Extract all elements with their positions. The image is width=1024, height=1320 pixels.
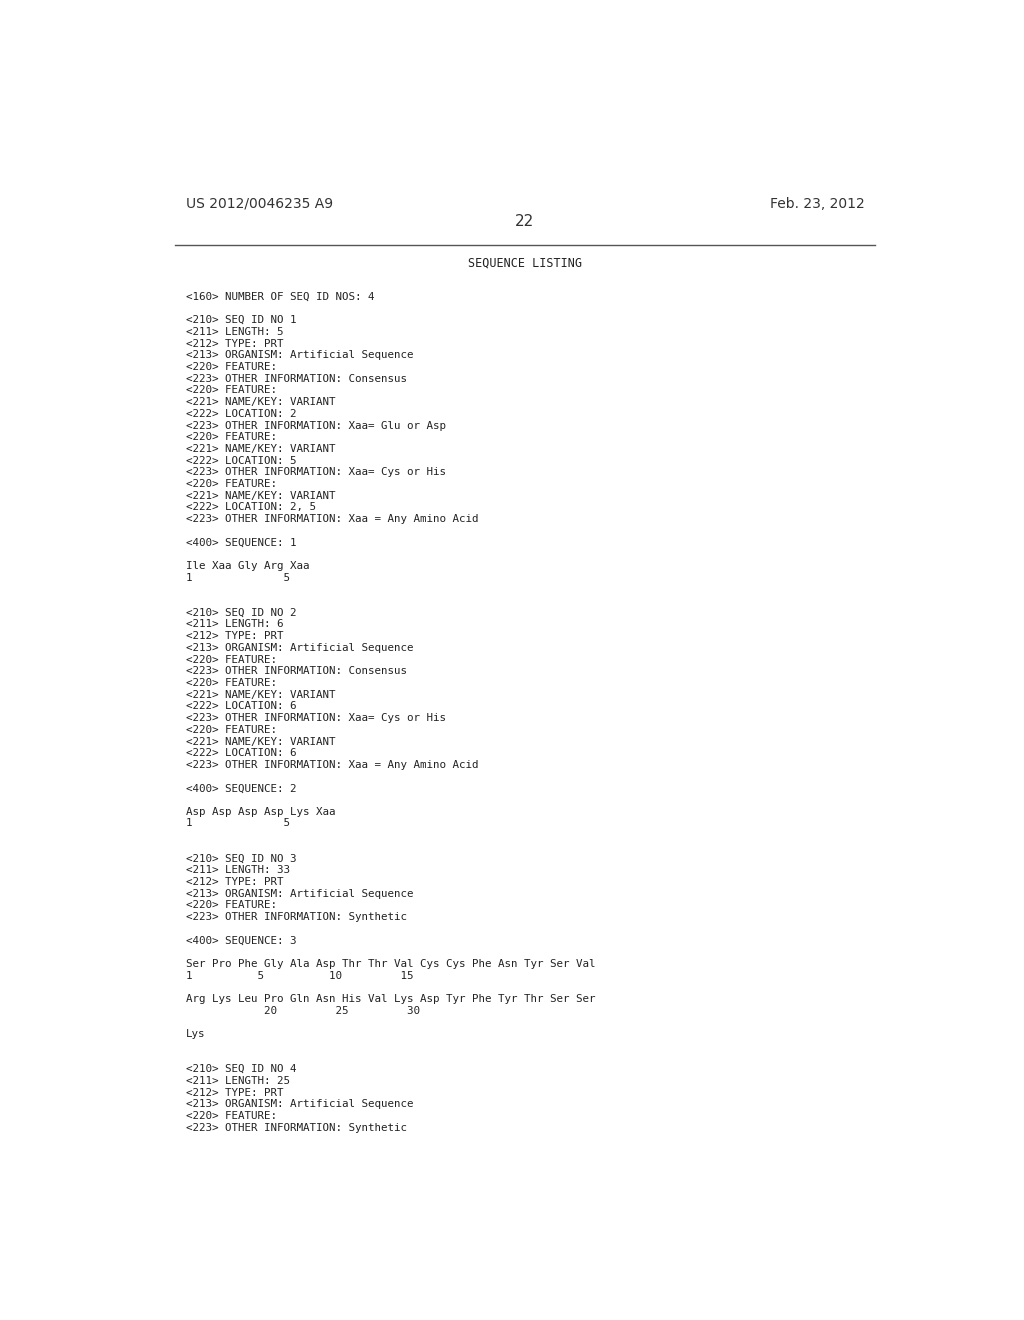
Text: <223> OTHER INFORMATION: Xaa = Any Amino Acid: <223> OTHER INFORMATION: Xaa = Any Amino…: [186, 760, 478, 770]
Text: <223> OTHER INFORMATION: Xaa = Any Amino Acid: <223> OTHER INFORMATION: Xaa = Any Amino…: [186, 515, 478, 524]
Text: Feb. 23, 2012: Feb. 23, 2012: [769, 197, 864, 211]
Text: Ile Xaa Gly Arg Xaa: Ile Xaa Gly Arg Xaa: [186, 561, 309, 572]
Text: Ser Pro Phe Gly Ala Asp Thr Thr Val Cys Cys Phe Asn Tyr Ser Val: Ser Pro Phe Gly Ala Asp Thr Thr Val Cys …: [186, 958, 596, 969]
Text: <220> FEATURE:: <220> FEATURE:: [186, 385, 278, 396]
Text: <223> OTHER INFORMATION: Synthetic: <223> OTHER INFORMATION: Synthetic: [186, 1123, 408, 1133]
Text: <221> NAME/KEY: VARIANT: <221> NAME/KEY: VARIANT: [186, 689, 336, 700]
Text: <220> FEATURE:: <220> FEATURE:: [186, 432, 278, 442]
Text: <213> ORGANISM: Artificial Sequence: <213> ORGANISM: Artificial Sequence: [186, 350, 414, 360]
Text: <220> FEATURE:: <220> FEATURE:: [186, 725, 278, 735]
Text: <210> SEQ ID NO 3: <210> SEQ ID NO 3: [186, 854, 297, 863]
Text: <400> SEQUENCE: 1: <400> SEQUENCE: 1: [186, 537, 297, 548]
Text: <222> LOCATION: 6: <222> LOCATION: 6: [186, 701, 297, 711]
Text: <213> ORGANISM: Artificial Sequence: <213> ORGANISM: Artificial Sequence: [186, 888, 414, 899]
Text: <160> NUMBER OF SEQ ID NOS: 4: <160> NUMBER OF SEQ ID NOS: 4: [186, 292, 375, 302]
Text: 20         25         30: 20 25 30: [186, 1006, 420, 1015]
Text: 22: 22: [515, 214, 535, 228]
Text: <220> FEATURE:: <220> FEATURE:: [186, 1111, 278, 1121]
Text: <211> LENGTH: 6: <211> LENGTH: 6: [186, 619, 284, 630]
Text: Asp Asp Asp Asp Lys Xaa: Asp Asp Asp Asp Lys Xaa: [186, 807, 336, 817]
Text: Arg Lys Leu Pro Gln Asn His Val Lys Asp Tyr Phe Tyr Thr Ser Ser: Arg Lys Leu Pro Gln Asn His Val Lys Asp …: [186, 994, 596, 1005]
Text: <220> FEATURE:: <220> FEATURE:: [186, 900, 278, 911]
Text: <211> LENGTH: 25: <211> LENGTH: 25: [186, 1076, 290, 1086]
Text: <223> OTHER INFORMATION: Xaa= Cys or His: <223> OTHER INFORMATION: Xaa= Cys or His: [186, 713, 446, 723]
Text: <213> ORGANISM: Artificial Sequence: <213> ORGANISM: Artificial Sequence: [186, 1100, 414, 1109]
Text: <223> OTHER INFORMATION: Xaa= Cys or His: <223> OTHER INFORMATION: Xaa= Cys or His: [186, 467, 446, 478]
Text: <220> FEATURE:: <220> FEATURE:: [186, 479, 278, 488]
Text: SEQUENCE LISTING: SEQUENCE LISTING: [468, 256, 582, 269]
Text: 1              5: 1 5: [186, 818, 290, 829]
Text: <221> NAME/KEY: VARIANT: <221> NAME/KEY: VARIANT: [186, 397, 336, 407]
Text: <212> TYPE: PRT: <212> TYPE: PRT: [186, 876, 284, 887]
Text: <210> SEQ ID NO 1: <210> SEQ ID NO 1: [186, 315, 297, 325]
Text: <210> SEQ ID NO 2: <210> SEQ ID NO 2: [186, 607, 297, 618]
Text: <213> ORGANISM: Artificial Sequence: <213> ORGANISM: Artificial Sequence: [186, 643, 414, 653]
Text: <221> NAME/KEY: VARIANT: <221> NAME/KEY: VARIANT: [186, 444, 336, 454]
Text: <400> SEQUENCE: 3: <400> SEQUENCE: 3: [186, 936, 297, 945]
Text: 1              5: 1 5: [186, 573, 290, 582]
Text: 1          5          10         15: 1 5 10 15: [186, 970, 414, 981]
Text: <211> LENGTH: 33: <211> LENGTH: 33: [186, 866, 290, 875]
Text: <220> FEATURE:: <220> FEATURE:: [186, 362, 278, 372]
Text: Lys: Lys: [186, 1030, 206, 1039]
Text: <223> OTHER INFORMATION: Xaa= Glu or Asp: <223> OTHER INFORMATION: Xaa= Glu or Asp: [186, 421, 446, 430]
Text: <222> LOCATION: 2, 5: <222> LOCATION: 2, 5: [186, 503, 316, 512]
Text: <212> TYPE: PRT: <212> TYPE: PRT: [186, 339, 284, 348]
Text: <220> FEATURE:: <220> FEATURE:: [186, 655, 278, 664]
Text: <222> LOCATION: 5: <222> LOCATION: 5: [186, 455, 297, 466]
Text: <222> LOCATION: 2: <222> LOCATION: 2: [186, 409, 297, 418]
Text: <211> LENGTH: 5: <211> LENGTH: 5: [186, 327, 284, 337]
Text: <223> OTHER INFORMATION: Synthetic: <223> OTHER INFORMATION: Synthetic: [186, 912, 408, 923]
Text: <221> NAME/KEY: VARIANT: <221> NAME/KEY: VARIANT: [186, 491, 336, 500]
Text: <220> FEATURE:: <220> FEATURE:: [186, 678, 278, 688]
Text: <212> TYPE: PRT: <212> TYPE: PRT: [186, 631, 284, 642]
Text: <210> SEQ ID NO 4: <210> SEQ ID NO 4: [186, 1064, 297, 1074]
Text: <212> TYPE: PRT: <212> TYPE: PRT: [186, 1088, 284, 1098]
Text: <400> SEQUENCE: 2: <400> SEQUENCE: 2: [186, 783, 297, 793]
Text: <223> OTHER INFORMATION: Consensus: <223> OTHER INFORMATION: Consensus: [186, 667, 408, 676]
Text: <221> NAME/KEY: VARIANT: <221> NAME/KEY: VARIANT: [186, 737, 336, 747]
Text: US 2012/0046235 A9: US 2012/0046235 A9: [186, 197, 333, 211]
Text: <223> OTHER INFORMATION: Consensus: <223> OTHER INFORMATION: Consensus: [186, 374, 408, 384]
Text: <222> LOCATION: 6: <222> LOCATION: 6: [186, 748, 297, 758]
